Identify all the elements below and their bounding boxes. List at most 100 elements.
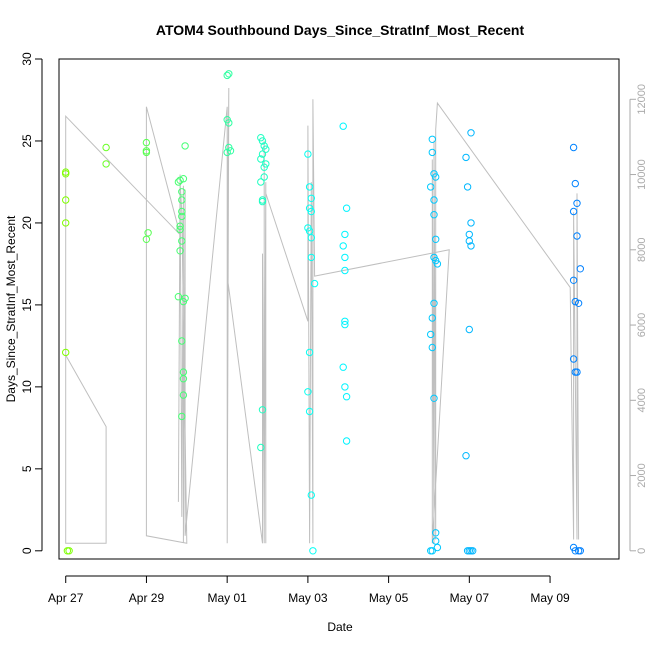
data-point <box>463 183 472 191</box>
data-point <box>176 225 184 234</box>
y2-tick-label: 8000 <box>636 238 648 262</box>
data-point <box>462 153 470 162</box>
data-point <box>61 196 70 204</box>
data-point <box>342 393 351 401</box>
data-point <box>433 260 442 268</box>
data-point <box>341 253 349 262</box>
y2-tick-label: 12000 <box>636 84 648 115</box>
data-point <box>304 150 312 158</box>
data-point <box>309 547 317 555</box>
data-point <box>573 232 581 240</box>
data-point <box>341 383 349 391</box>
data-point <box>569 355 578 363</box>
x-tick-label: Apr 27 <box>48 591 84 605</box>
data-point <box>305 348 314 357</box>
series-line <box>65 87 580 544</box>
y-axis: 0 5 10 15 20 25 30 <box>20 52 43 554</box>
data-point <box>573 199 581 208</box>
data-point <box>258 137 267 145</box>
x-tick-label: May 09 <box>530 591 570 605</box>
data-point <box>339 242 347 250</box>
data-point <box>432 537 440 545</box>
data-point <box>432 529 440 537</box>
data-point <box>102 143 110 152</box>
data-point <box>428 547 436 555</box>
y-tick-label: 10 <box>20 380 34 394</box>
data-point <box>430 196 438 204</box>
data-point <box>179 391 188 399</box>
data-point <box>571 547 579 555</box>
data-point <box>342 204 351 212</box>
data-point <box>467 219 475 227</box>
data-point <box>432 173 440 181</box>
plot-frame <box>58 58 620 560</box>
data-point <box>574 299 583 307</box>
data-point <box>178 412 186 421</box>
data-point <box>65 547 73 555</box>
data-point <box>307 207 315 216</box>
data-point <box>465 325 473 334</box>
data-point <box>178 188 186 196</box>
data-point <box>257 443 265 452</box>
data-point <box>176 247 184 255</box>
data-point <box>262 160 270 168</box>
data-point <box>576 265 584 273</box>
data-point <box>225 70 233 78</box>
data-point <box>178 337 186 345</box>
data-point <box>310 279 319 288</box>
data-point <box>257 155 265 163</box>
data-point <box>430 394 438 402</box>
data-point <box>433 543 442 552</box>
data-point <box>181 142 189 150</box>
data-point <box>142 235 151 244</box>
data-point <box>467 129 475 137</box>
data-point <box>430 299 438 307</box>
line-series <box>65 87 580 544</box>
y-axis-label: Days_Since_StratInf_Most_Recent <box>4 215 18 402</box>
y2-axis: 0 2000 4000 6000 8000 10000 12000 <box>629 84 648 554</box>
data-point <box>307 253 315 262</box>
x-tick-label: May 03 <box>288 591 328 605</box>
data-point <box>144 229 152 237</box>
data-point <box>176 222 184 230</box>
data-point <box>342 437 351 445</box>
data-point <box>178 196 186 204</box>
data-point <box>462 452 470 460</box>
data-point <box>430 211 438 219</box>
data-point <box>307 491 315 499</box>
data-point <box>428 314 436 322</box>
chart-title: ATOM4 Southbound Days_Since_StratInf_Mos… <box>156 22 525 38</box>
y2-tick-label: 0 <box>636 548 648 554</box>
data-point <box>571 179 579 188</box>
x-axis-label: Date <box>327 620 353 634</box>
data-point <box>178 212 186 221</box>
data-point <box>225 119 233 127</box>
data-point <box>179 175 188 183</box>
data-point <box>339 363 347 371</box>
data-point <box>432 235 440 244</box>
data-point <box>307 234 315 242</box>
data-point <box>102 160 110 168</box>
data-point <box>428 135 436 144</box>
data-point <box>341 266 349 275</box>
y-tick-label: 20 <box>20 216 34 230</box>
y2-tick-label: 10000 <box>636 159 648 190</box>
data-point <box>61 348 70 357</box>
data-point <box>142 148 151 157</box>
data-point <box>341 317 349 325</box>
data-point <box>178 207 186 216</box>
data-point <box>174 293 183 301</box>
data-point <box>576 547 584 555</box>
data-point <box>341 320 349 329</box>
data-point <box>465 230 473 239</box>
data-point <box>304 388 312 396</box>
data-point <box>179 375 188 383</box>
data-point <box>427 330 435 339</box>
x-axis: Apr 27 Apr 29 May 01 May 03 May 05 May 07 May … <box>48 575 570 605</box>
data-point <box>174 178 183 186</box>
data-point <box>178 237 186 245</box>
data-point <box>260 173 268 181</box>
data-point <box>223 71 231 80</box>
data-point <box>469 547 477 555</box>
